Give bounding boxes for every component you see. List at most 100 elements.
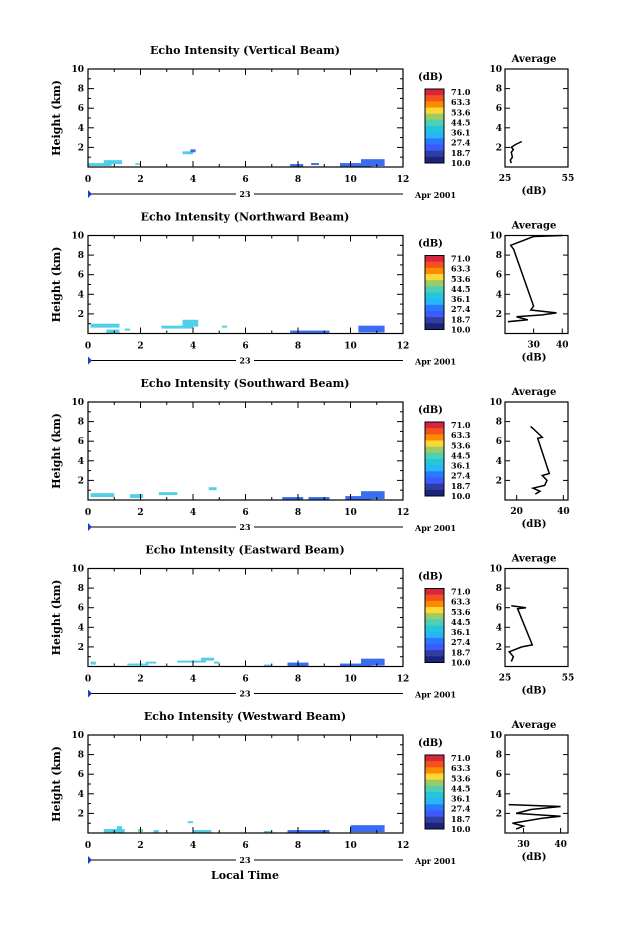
x-tick-label: 0 — [85, 675, 91, 685]
average-title: Average — [511, 720, 557, 731]
colorbar-tick-label: 18.7 — [451, 481, 470, 491]
average-y-tick-label: 10 — [489, 398, 502, 408]
plot-frame — [87, 68, 404, 168]
date-suffix: Apr 2001 — [414, 357, 456, 367]
colorbar-tick-label: 63.3 — [451, 264, 471, 274]
colorbar-segment — [425, 323, 444, 330]
average-x-tick-label: 30 — [527, 341, 540, 351]
echo-cell — [361, 658, 385, 666]
date-arrow — [88, 523, 92, 531]
date-suffix: Apr 2001 — [414, 856, 456, 866]
x-tick-label: 4 — [190, 508, 196, 518]
date-day-bg — [236, 188, 254, 199]
x-tick-label: 8 — [295, 508, 301, 518]
colorbar-tick-label: 53.6 — [451, 107, 471, 117]
colorbar-tick-label: 27.4 — [451, 804, 471, 814]
date-day: 23 — [239, 356, 251, 366]
colorbar-tick-label: 10.0 — [451, 824, 471, 834]
x-tick-label: 2 — [137, 342, 143, 352]
colorbar-segment — [425, 822, 444, 830]
colorbar-segment — [425, 483, 444, 491]
colorbar-segment — [425, 619, 444, 626]
average-y-tick-label: 8 — [496, 584, 502, 594]
colorbar-segment — [425, 767, 444, 774]
average-y-tick-label: 6 — [496, 271, 502, 281]
y-tick-label: 10 — [71, 731, 84, 741]
average-x-label: (dB) — [522, 353, 547, 364]
average-y-tick-label: 10 — [489, 65, 502, 75]
y-tick-label: 8 — [78, 584, 84, 594]
y-tick-label: 4 — [78, 124, 84, 134]
x-tick-label: 8 — [295, 342, 301, 352]
colorbar-segment — [425, 785, 444, 793]
colorbar-segment — [425, 132, 444, 139]
average-x-tick-label: 40 — [557, 507, 570, 517]
average-title: Average — [511, 554, 557, 565]
colorbar-segment — [425, 126, 444, 133]
y-tick-label: 10 — [71, 565, 84, 575]
y-tick-label: 6 — [78, 271, 84, 281]
x-tick-label: 8 — [295, 675, 301, 685]
x-tick-label: 4 — [190, 175, 196, 185]
echo-cell — [124, 328, 130, 331]
colorbar-segment — [425, 452, 444, 460]
colorbar-segment — [425, 119, 444, 127]
average-y-tick-label: 2 — [496, 643, 502, 653]
y-tick-label: 2 — [78, 643, 84, 653]
colorbar-segment — [425, 816, 444, 824]
y-tick-label: 2 — [78, 809, 84, 819]
echo-cell — [340, 663, 372, 667]
average-frame — [504, 68, 569, 168]
x-tick-label: 2 — [137, 508, 143, 518]
average-x-tick-label: 25 — [499, 674, 512, 684]
y-tick-label: 4 — [78, 290, 84, 300]
echo-cell — [214, 661, 220, 664]
colorbar-segment — [425, 304, 444, 312]
echo-cell — [177, 660, 207, 663]
plot-frame — [87, 734, 404, 834]
colorbar-tick-label: 71.0 — [451, 87, 471, 97]
colorbar-segment — [425, 477, 444, 485]
y-axis-label: Height (km) — [50, 413, 63, 489]
plot-title: Echo Intensity (Vertical Beam) — [150, 44, 340, 57]
echo-cell — [182, 319, 199, 327]
colorbar-segment — [425, 150, 444, 158]
average-y-tick-label: 10 — [489, 565, 502, 575]
echo-cell — [145, 661, 157, 664]
average-frame — [504, 401, 569, 501]
colorbar-frame — [424, 754, 445, 830]
colorbar-tick-label: 18.7 — [451, 647, 470, 657]
average-profile-line — [507, 234, 563, 323]
colorbar-segment — [425, 255, 444, 263]
y-tick-label: 10 — [71, 65, 84, 75]
colorbar-segment — [425, 286, 444, 293]
y-axis-label: Height (km) — [50, 746, 63, 822]
colorbar-unit: (dB) — [418, 239, 443, 250]
colorbar-tick-label: 18.7 — [451, 814, 470, 824]
plot-title: Echo Intensity (Eastward Beam) — [145, 544, 344, 557]
echo-cell — [90, 661, 96, 665]
colorbar-segment — [425, 489, 444, 497]
echo-cell — [282, 497, 304, 500]
colorbar-tick-label: 71.0 — [451, 254, 471, 264]
echo-cell — [311, 163, 319, 166]
y-tick-label: 2 — [78, 143, 84, 153]
echo-cell — [158, 492, 178, 496]
colorbar-segment — [425, 631, 444, 639]
date-day: 23 — [239, 855, 251, 865]
date-arrow — [88, 190, 92, 198]
colorbar-tick-label: 10.0 — [451, 325, 471, 335]
colorbar-segment — [425, 89, 444, 96]
echo-cell — [116, 826, 123, 831]
average-y-tick-label: 4 — [496, 290, 502, 300]
average-x-label: (dB) — [522, 186, 547, 197]
y-tick-label: 2 — [78, 476, 84, 486]
x-tick-label: 12 — [397, 508, 410, 518]
colorbar-segment — [425, 798, 444, 805]
colorbar-segment — [425, 588, 444, 596]
colorbar-segment — [425, 810, 444, 818]
colorbar-segment — [425, 779, 444, 787]
colorbar-tick-label: 27.4 — [451, 138, 471, 148]
average-y-tick-label: 6 — [496, 437, 502, 447]
colorbar-segment — [425, 755, 444, 762]
